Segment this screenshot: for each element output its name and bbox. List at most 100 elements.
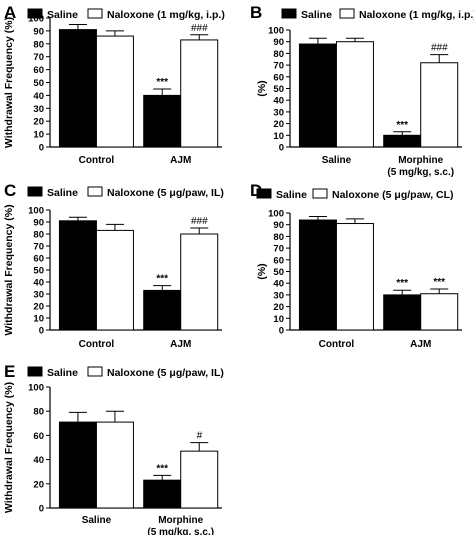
bar xyxy=(298,219,337,331)
x-category-label: (5 mg/kg, s.c.) xyxy=(147,527,214,535)
legend-swatch xyxy=(281,8,297,19)
bar xyxy=(420,293,459,331)
y-tick-label: 40 xyxy=(33,455,44,466)
panel-b: B Saline Naloxone (1 mg/kg, i.p.) 010203040… xyxy=(250,3,474,178)
y-tick-label: 0 xyxy=(279,143,284,154)
y-tick-label: 100 xyxy=(28,383,44,394)
legend-label: Naloxone (1 mg/kg, i.p.) xyxy=(359,9,474,21)
y-axis-label: (%) xyxy=(256,80,268,96)
y-tick-label: 70 xyxy=(33,52,44,63)
y-tick-label: 50 xyxy=(33,266,44,277)
y-tick-label: 0 xyxy=(279,326,284,337)
bar xyxy=(58,220,97,331)
significance-mark: # xyxy=(196,431,202,442)
bar xyxy=(180,450,219,509)
y-tick-label: 90 xyxy=(273,220,284,231)
bar xyxy=(298,43,337,148)
bar xyxy=(180,233,219,331)
bar xyxy=(383,294,422,331)
y-tick-label: 50 xyxy=(33,78,44,89)
y-tick-label: 40 xyxy=(33,278,44,289)
y-tick-label: 100 xyxy=(268,26,284,37)
panel-d: D Saline Naloxone (5 μg/paw, CL)0102030405… xyxy=(250,181,462,350)
y-tick-label: 10 xyxy=(33,130,44,141)
legend-swatch xyxy=(27,8,43,19)
legend-swatch xyxy=(87,366,103,377)
legend-label: Saline xyxy=(276,189,307,201)
y-tick-label: 30 xyxy=(33,290,44,301)
y-tick-label: 80 xyxy=(273,49,284,60)
bar xyxy=(95,229,134,331)
x-category-label: Morphine xyxy=(158,515,203,526)
y-tick-label: 100 xyxy=(28,206,44,217)
y-tick-label: 100 xyxy=(28,14,44,25)
y-tick-label: 80 xyxy=(33,407,44,418)
y-tick-label: 60 xyxy=(33,431,44,442)
y-tick-label: 70 xyxy=(273,244,284,255)
y-tick-label: 80 xyxy=(33,230,44,241)
bar xyxy=(95,35,134,148)
y-tick-label: 70 xyxy=(33,242,44,253)
legend-swatch xyxy=(27,366,43,377)
panel-letter: C xyxy=(4,181,16,200)
bar xyxy=(95,421,134,509)
bar xyxy=(143,289,182,331)
x-category-label: Control xyxy=(79,339,115,350)
panel-letter: A xyxy=(4,3,16,22)
bar xyxy=(335,41,374,148)
significance-mark: *** xyxy=(396,278,408,289)
x-category-label: AJM xyxy=(410,339,431,350)
x-category-label: Control xyxy=(319,339,355,350)
y-axis-label: Withdrawal Frequency (%) xyxy=(3,17,15,148)
y-tick-label: 20 xyxy=(33,117,44,128)
y-axis-label: (%) xyxy=(256,263,268,279)
bar xyxy=(143,479,182,509)
panel-letter: B xyxy=(250,3,262,22)
y-tick-label: 90 xyxy=(273,37,284,48)
y-tick-label: 50 xyxy=(273,84,284,95)
y-tick-label: 100 xyxy=(268,209,284,220)
y-axis-label: Withdrawal Frequency (%) xyxy=(3,204,15,335)
legend-swatch xyxy=(339,8,355,19)
bar xyxy=(143,94,182,148)
bar xyxy=(335,223,374,331)
y-tick-label: 20 xyxy=(33,479,44,490)
significance-mark: ### xyxy=(191,23,208,34)
panel-e: E Saline Naloxone (5 μg/paw, IL) 0 20 40 60 80 1… xyxy=(3,362,224,535)
y-tick-label: 30 xyxy=(33,104,44,115)
x-category-label: Saline xyxy=(82,515,112,526)
legend-swatch xyxy=(27,186,43,197)
y-tick-label: 40 xyxy=(273,96,284,107)
y-tick-label: 30 xyxy=(273,107,284,118)
y-tick-label: 70 xyxy=(273,61,284,72)
x-category-label: AJM xyxy=(170,339,191,350)
y-tick-label: 90 xyxy=(33,26,44,37)
y-tick-label: 60 xyxy=(33,65,44,76)
x-category-label: AJM xyxy=(170,155,191,166)
legend-label: Saline xyxy=(47,9,78,21)
bar xyxy=(58,421,97,509)
legend-swatch xyxy=(312,188,328,199)
x-category-label: Saline xyxy=(322,155,352,166)
bar xyxy=(180,39,219,148)
significance-mark: ### xyxy=(191,216,208,227)
y-tick-label: 60 xyxy=(273,255,284,266)
bar xyxy=(58,29,97,148)
y-tick-label: 40 xyxy=(273,279,284,290)
legend-label: Naloxone (1 mg/kg, i.p.) xyxy=(107,9,225,21)
significance-mark: *** xyxy=(156,463,168,474)
y-tick-label: 40 xyxy=(33,91,44,102)
significance-mark: *** xyxy=(156,77,168,88)
y-axis-label: Withdrawal Frequency (%) xyxy=(3,382,15,513)
y-tick-label: 0 xyxy=(39,143,44,154)
legend-swatch xyxy=(87,186,103,197)
x-category-label: Control xyxy=(79,155,115,166)
legend-label: Saline xyxy=(47,367,78,379)
y-tick-label: 20 xyxy=(33,302,44,313)
panel-c: C Saline Naloxone (5 μg/paw, IL) 0102030405… xyxy=(3,181,224,350)
y-tick-label: 50 xyxy=(273,267,284,278)
y-tick-label: 0 xyxy=(39,504,44,515)
y-tick-label: 20 xyxy=(273,302,284,313)
significance-mark: ### xyxy=(431,43,448,54)
